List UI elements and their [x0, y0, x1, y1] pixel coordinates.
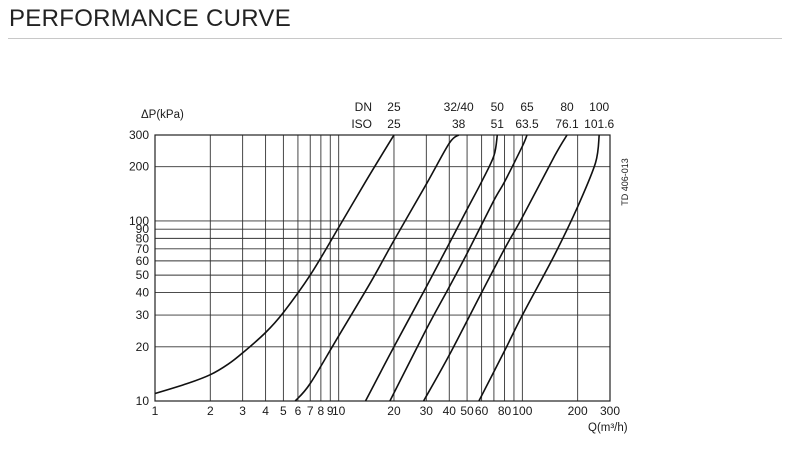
dn-value: 80 — [560, 100, 574, 114]
x-tick-label: 80 — [498, 404, 512, 418]
x-tick-label: 1 — [152, 404, 159, 418]
iso-value: 101.6 — [584, 117, 614, 131]
curves — [154, 134, 600, 402]
y-tick-label: 10 — [136, 394, 150, 408]
y-tick-label: 80 — [136, 231, 150, 245]
y-tick-label: 50 — [136, 268, 150, 282]
document-reference: TD 406-013 — [620, 158, 630, 206]
x-tick-label: 5 — [280, 404, 287, 418]
dn-value: 100 — [589, 100, 609, 114]
x-tick-label: 9 — [327, 404, 334, 418]
x-axis-label: Q(m³/h) — [588, 422, 628, 434]
x-tick-label: 20 — [387, 404, 401, 418]
x-tick-label: 3 — [239, 404, 246, 418]
y-tick-label: 60 — [136, 254, 150, 268]
x-tick-labels: 1 2 3 4 5 6 7 8 910 20 30 40 50 60 80 100 200 300 — [152, 404, 621, 418]
y-tick-label: 90 — [136, 222, 150, 236]
title-divider — [8, 38, 782, 39]
iso-label: ISO — [351, 117, 372, 131]
plot-border — [154, 134, 611, 402]
x-tick-label: 6 — [295, 404, 302, 418]
dn-value: 32/40 — [444, 100, 474, 114]
y-tick-label: 100 — [129, 214, 149, 228]
y-tick-label: 40 — [136, 286, 150, 300]
x-tick-label: 30 — [420, 404, 434, 418]
iso-value: 51 — [491, 117, 505, 131]
x-tick-label: 2 — [207, 404, 214, 418]
curve-dn-65 — [389, 134, 528, 402]
dn-value: 50 — [491, 100, 505, 114]
y-axis-label: ΔP(kPa) — [141, 109, 184, 121]
curve-dn-50 — [364, 134, 499, 402]
dn-value: 65 — [520, 100, 534, 114]
dn-value: 25 — [387, 100, 401, 114]
iso-value: 38 — [452, 117, 466, 131]
x-tick-label: 50 — [460, 404, 474, 418]
curve-dn-100 — [478, 134, 600, 402]
x-tick-label: 100 — [512, 404, 532, 418]
iso-value: 25 — [387, 117, 401, 131]
x-tick-label: 10 — [332, 404, 346, 418]
y-tick-label: 30 — [136, 308, 150, 322]
x-tick-label: 4 — [262, 404, 269, 418]
size-headers: 25 25 32/40 38 50 51 65 63.5 80 76.1 100 101.6 — [387, 100, 614, 131]
y-tick-label: 300 — [129, 128, 149, 142]
x-tick-label: 8 — [318, 404, 325, 418]
x-tick-label: 200 — [568, 404, 588, 418]
x-tick-label: 300 — [600, 404, 620, 418]
iso-value: 63.5 — [515, 117, 539, 131]
y-tick-label: 20 — [136, 340, 150, 354]
dn-label: DN — [355, 100, 372, 114]
curve-dn-32-40 — [294, 134, 460, 402]
x-tick-label: 7 — [307, 404, 314, 418]
iso-value: 76.1 — [555, 117, 579, 131]
x-tick-label: 60 — [475, 404, 489, 418]
plot-frame — [154, 134, 611, 402]
y-tick-label: 70 — [136, 242, 150, 256]
y-tick-label: 200 — [129, 160, 149, 174]
grid — [154, 134, 611, 402]
curve-dn-25 — [154, 134, 395, 395]
page-title: PERFORMANCE CURVE — [9, 5, 292, 32]
x-tick-label: 40 — [443, 404, 457, 418]
curve-dn-80 — [422, 134, 568, 402]
